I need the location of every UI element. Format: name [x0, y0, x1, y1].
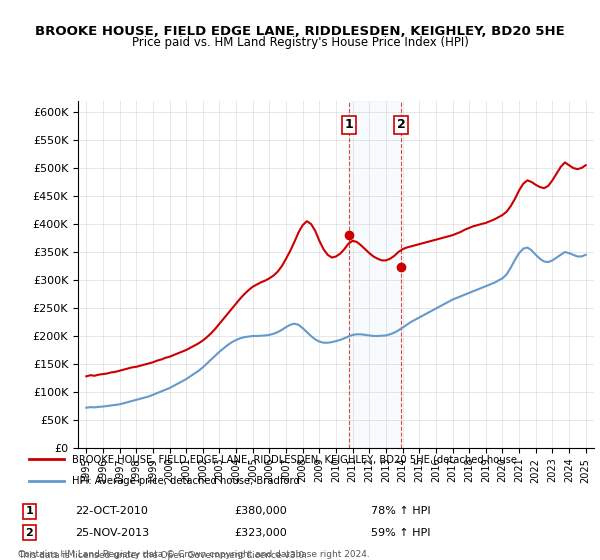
Text: £323,000: £323,000	[235, 528, 287, 538]
Text: 59% ↑ HPI: 59% ↑ HPI	[371, 528, 431, 538]
Text: BROOKE HOUSE, FIELD EDGE LANE, RIDDLESDEN, KEIGHLEY, BD20 5HE (detached house: BROOKE HOUSE, FIELD EDGE LANE, RIDDLESDE…	[72, 454, 517, 464]
Text: BROOKE HOUSE, FIELD EDGE LANE, RIDDLESDEN, KEIGHLEY, BD20 5HE: BROOKE HOUSE, FIELD EDGE LANE, RIDDLESDE…	[35, 25, 565, 38]
Text: 22-OCT-2010: 22-OCT-2010	[75, 506, 148, 516]
Text: 25-NOV-2013: 25-NOV-2013	[75, 528, 149, 538]
Text: 2: 2	[26, 528, 33, 538]
Bar	[349, 101, 401, 448]
Text: £380,000: £380,000	[235, 506, 287, 516]
Text: Contains HM Land Registry data © Crown copyright and database right 2024.: Contains HM Land Registry data © Crown c…	[18, 550, 370, 559]
Text: 1: 1	[26, 506, 33, 516]
Text: This data is licensed under the Open Government Licence v3.0.: This data is licensed under the Open Gov…	[18, 551, 307, 560]
Text: 78% ↑ HPI: 78% ↑ HPI	[371, 506, 431, 516]
Text: HPI: Average price, detached house, Bradford: HPI: Average price, detached house, Brad…	[72, 477, 300, 487]
Text: 2: 2	[397, 118, 405, 131]
Text: Price paid vs. HM Land Registry's House Price Index (HPI): Price paid vs. HM Land Registry's House …	[131, 36, 469, 49]
Text: 1: 1	[345, 118, 353, 131]
